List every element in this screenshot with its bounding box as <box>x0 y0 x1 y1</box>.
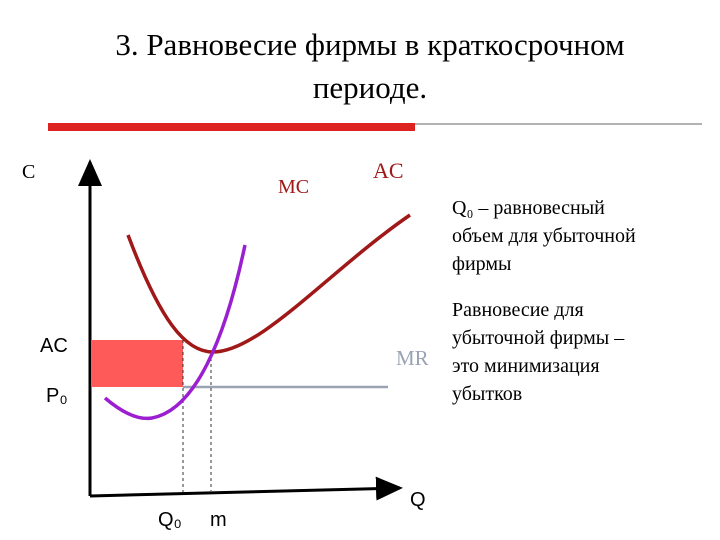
ac-label: AC <box>373 158 404 183</box>
note-line: это минимизация <box>452 355 600 377</box>
x-axis <box>89 476 403 501</box>
title-line: 3. Равновесие фирмы в краткосрочном <box>115 27 624 62</box>
mc-curve <box>103 244 247 421</box>
m-label: m <box>210 509 227 531</box>
ac-curve <box>126 213 411 354</box>
title-line: периоде. <box>313 70 427 105</box>
note-line: Q₀ – равновесный <box>452 197 605 219</box>
note-line: фирмы <box>452 253 511 275</box>
note-line: объем для убыточной <box>452 225 636 247</box>
note-line: Равновесие для <box>452 299 584 321</box>
ac-level-label: AC <box>40 335 68 357</box>
y-axis-label: C <box>22 161 35 183</box>
mr-label: MR <box>396 346 429 370</box>
note-line: убыточной фирмы – <box>452 327 625 349</box>
x-axis-label: Q <box>410 489 426 511</box>
title-bar <box>48 123 415 131</box>
note-line: убытков <box>452 383 522 405</box>
p0-label: P₀ <box>46 385 68 407</box>
mc-label: MC <box>278 176 309 198</box>
q0-label: Q₀ <box>158 509 182 531</box>
loss-area <box>91 340 183 387</box>
